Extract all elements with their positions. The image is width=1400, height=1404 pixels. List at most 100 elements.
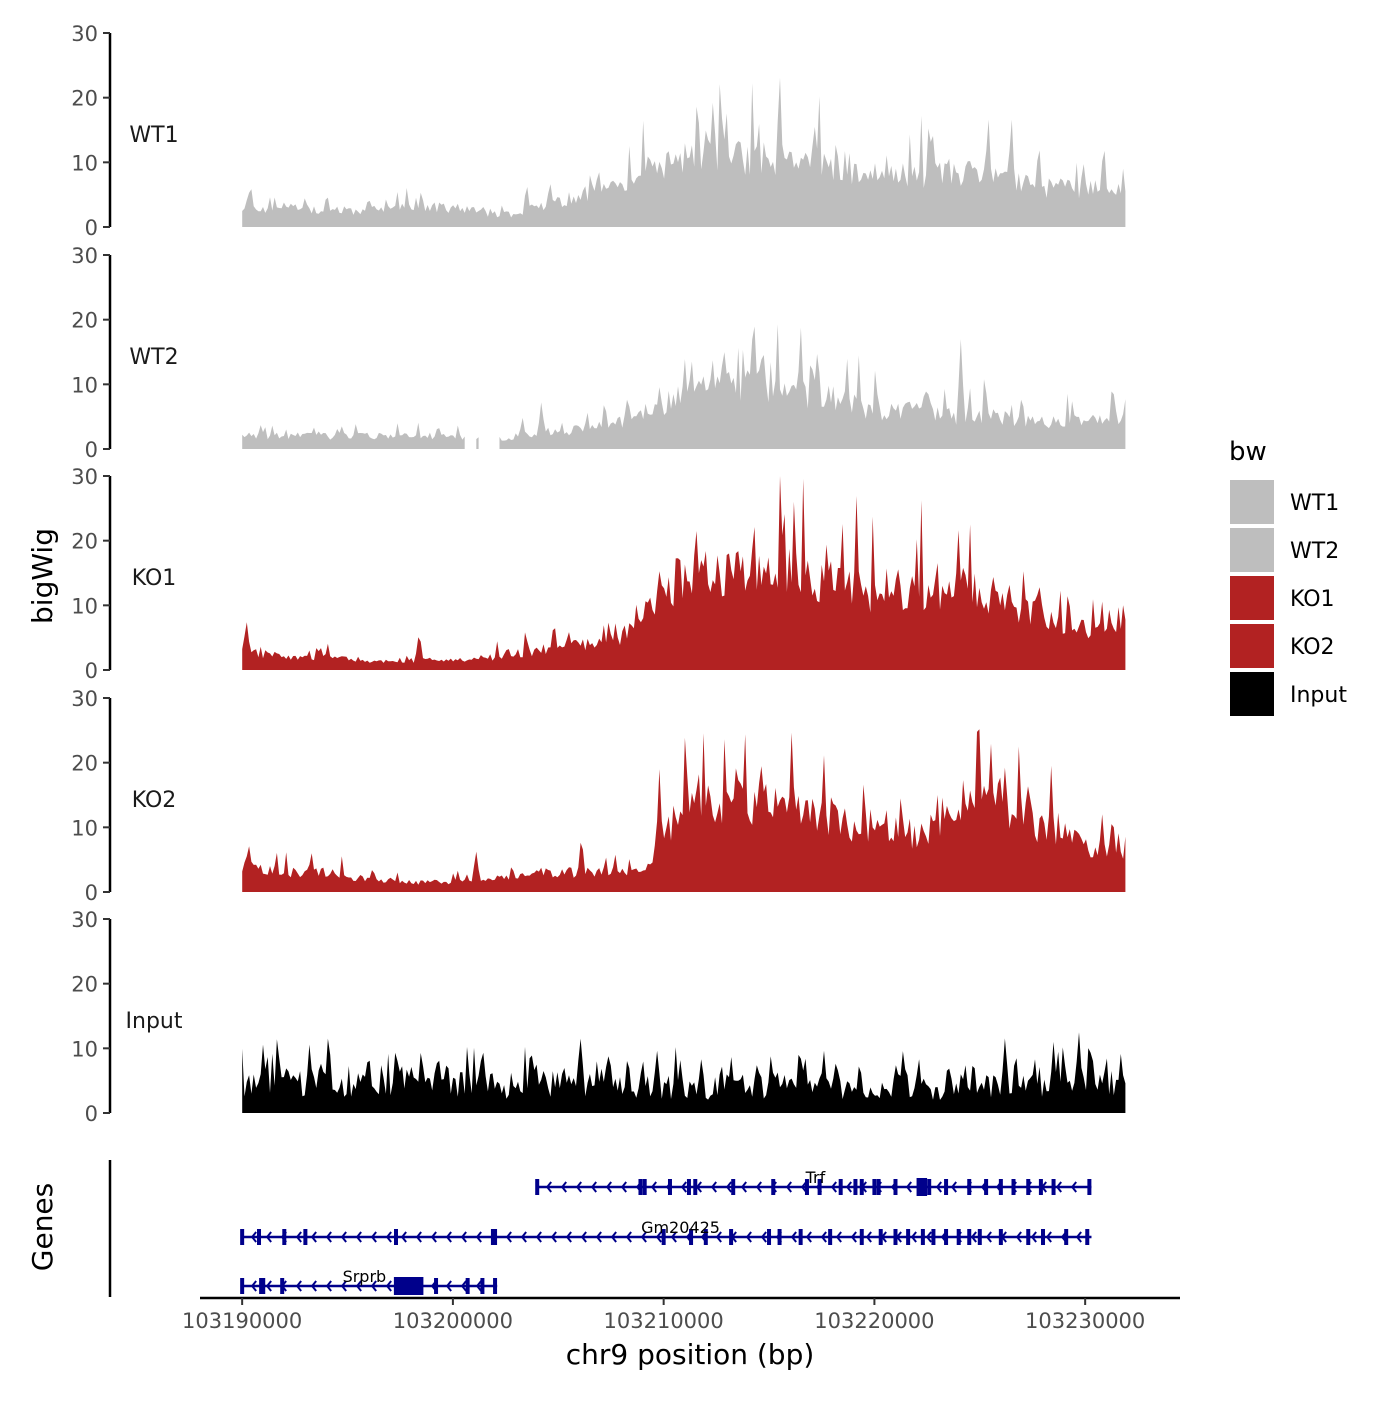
exon xyxy=(998,1179,1003,1195)
strand-arrow xyxy=(905,1181,912,1193)
track-input: 0 10 20 30 Input xyxy=(71,908,1126,1126)
y-tick-label: 0 xyxy=(85,216,98,240)
y-tick-label: 20 xyxy=(71,530,98,554)
strand-arrow xyxy=(355,1231,362,1243)
strand-arrow xyxy=(760,1231,767,1243)
strand-arrow xyxy=(835,1231,842,1243)
exon xyxy=(434,1278,439,1294)
exon xyxy=(767,1229,772,1245)
strand-arrow xyxy=(910,1231,917,1243)
exon xyxy=(1064,1229,1069,1245)
strand-arrow xyxy=(325,1231,332,1243)
strand-arrow xyxy=(310,1231,317,1243)
x-axis-title: chr9 position (bp) xyxy=(566,1338,815,1371)
legend-key-wt1 xyxy=(1230,480,1274,524)
strand-arrow xyxy=(535,1231,542,1243)
strand-arrow xyxy=(725,1181,732,1193)
y-tick-label: 0 xyxy=(85,881,98,905)
strand-arrow xyxy=(325,1280,332,1292)
y-tick-label: 0 xyxy=(85,438,98,462)
strand-arrow xyxy=(520,1231,527,1243)
strand-arrow xyxy=(950,1181,957,1193)
exon xyxy=(661,1229,666,1245)
strand-arrow xyxy=(740,1181,747,1193)
track-ko2: 0 10 20 30 KO2 xyxy=(71,687,1126,905)
signal-area-wt1 xyxy=(242,77,1126,227)
strand-arrow xyxy=(595,1231,602,1243)
exon xyxy=(261,1278,266,1294)
exon xyxy=(1026,1179,1031,1195)
exon-block xyxy=(393,1277,424,1295)
track-ko1: 0 10 20 30 KO1 xyxy=(71,465,1126,683)
exon xyxy=(828,1229,833,1245)
strand-arrow xyxy=(355,1280,362,1292)
x-tick-label: 103210000 xyxy=(604,1309,724,1333)
exon xyxy=(927,1179,932,1195)
exon xyxy=(703,1229,708,1245)
exon xyxy=(798,1229,803,1245)
exon-block xyxy=(916,1178,928,1196)
strand-arrow xyxy=(925,1231,932,1243)
exon xyxy=(967,1229,972,1245)
legend-title: bw xyxy=(1229,437,1267,467)
gene-gm20425: Gm20425 xyxy=(240,1218,1092,1245)
gene-label: Srprb xyxy=(343,1267,387,1286)
strand-arrow xyxy=(620,1181,627,1193)
strand-arrow xyxy=(560,1181,567,1193)
strand-arrow xyxy=(385,1231,392,1243)
exon xyxy=(240,1229,245,1245)
exon xyxy=(998,1229,1003,1245)
exon xyxy=(878,1229,883,1245)
signal-area-wt2 xyxy=(476,437,479,449)
exon xyxy=(984,1179,989,1195)
exon xyxy=(771,1179,776,1195)
exon xyxy=(465,1278,470,1294)
strand-arrow xyxy=(1045,1231,1052,1243)
y-tick-label: 30 xyxy=(71,22,98,46)
strand-arrow xyxy=(935,1181,942,1193)
track-label: WT2 xyxy=(129,345,178,370)
y-tick-label: 10 xyxy=(71,594,98,618)
strand-arrow xyxy=(1055,1181,1062,1193)
exon xyxy=(956,1229,961,1245)
exon xyxy=(859,1229,864,1245)
exon xyxy=(906,1229,911,1245)
signal-area-ko1 xyxy=(242,476,1126,670)
exon xyxy=(944,1179,949,1195)
exon xyxy=(944,1229,949,1245)
exon xyxy=(876,1179,881,1195)
legend-key-input xyxy=(1230,672,1274,716)
strand-arrow xyxy=(715,1231,722,1243)
legend-label-wt1: WT1 xyxy=(1290,491,1339,516)
strand-arrow xyxy=(310,1280,317,1292)
exon xyxy=(642,1179,647,1195)
strand-arrow xyxy=(475,1280,482,1292)
exon xyxy=(853,1179,858,1195)
exon xyxy=(280,1278,285,1294)
strand-arrow xyxy=(805,1231,812,1243)
exon xyxy=(1051,1179,1056,1195)
strand-arrow xyxy=(340,1280,347,1292)
strand-arrow xyxy=(985,1231,992,1243)
exon xyxy=(838,1179,843,1195)
strand-arrow xyxy=(830,1181,837,1193)
strand-arrow xyxy=(475,1231,482,1243)
strand-arrow xyxy=(1030,1231,1037,1243)
gene-srprb: Srprb xyxy=(240,1267,498,1295)
x-axis: 103190000 103200000 103210000 103220000 1032… xyxy=(182,1296,1180,1333)
exon xyxy=(257,1229,262,1245)
strand-arrow xyxy=(820,1231,827,1243)
strand-arrow xyxy=(1015,1231,1022,1243)
track-label: KO1 xyxy=(132,566,177,591)
signal-area-wt2 xyxy=(499,324,1126,449)
strand-arrow xyxy=(1075,1231,1082,1243)
strand-arrow xyxy=(370,1231,377,1243)
strand-arrow xyxy=(545,1181,552,1193)
x-tick-label: 103220000 xyxy=(814,1309,934,1333)
gene-label: Gm20425 xyxy=(641,1218,720,1237)
strand-arrow xyxy=(505,1231,512,1243)
strand-arrow xyxy=(565,1231,572,1243)
exon xyxy=(893,1179,898,1195)
strand-arrow xyxy=(445,1280,452,1292)
